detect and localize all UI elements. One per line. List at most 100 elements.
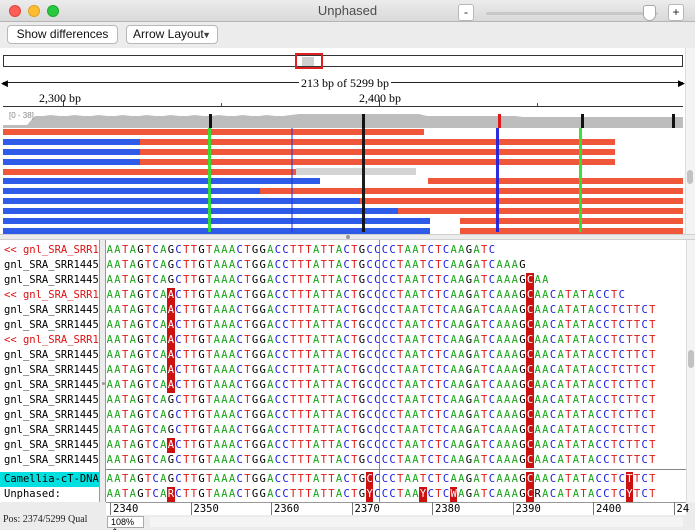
sequence-name[interactable]: gnl_SRA_SRR1445 <box>4 409 99 421</box>
consensus-sequence-row[interactable]: AATAGTCARCTTGTAAACTGGACCTTTATTACTGYCCCTA… <box>106 487 656 502</box>
overview-bar[interactable] <box>3 55 683 67</box>
base-cell: C <box>381 364 389 376</box>
base-cell: C <box>343 259 350 271</box>
show-differences-button[interactable]: Show differences <box>7 25 118 44</box>
layout-select[interactable]: Arrow Layout ▼ <box>126 25 218 44</box>
base-cell: T <box>351 439 358 451</box>
sequence-name[interactable]: gnl_SRA_SRR1445 <box>4 439 99 451</box>
zoom-value: 108% <box>111 517 135 527</box>
base-cell: G <box>465 319 473 331</box>
sequence-name[interactable]: gnl_SRA_SRR1445 <box>4 319 99 331</box>
minimize-window-button[interactable] <box>28 5 40 17</box>
sequence-row[interactable]: AATAGTCAGCTTGTAAACTGGACCTTTATTACTGCCCCTA… <box>106 408 656 423</box>
base-cell: C <box>549 454 557 466</box>
sequence-name[interactable]: gnl_SRA_SRR1445 <box>4 364 99 376</box>
zoom-select[interactable]: 108% ⇕ <box>107 516 144 530</box>
sequence-row[interactable]: AATAGTCAACTTGTAAACTGGACCTTTATTACTGCCCCTA… <box>106 438 656 453</box>
sequence-row[interactable]: AATAGTCAACTTGTAAACTGGACCTTTATTACTGCCCCTA… <box>106 318 656 333</box>
zoom-in-button[interactable]: + <box>668 4 684 21</box>
read-bar <box>3 149 140 155</box>
sequence-row[interactable]: AATAGTCAACTTGTAAACTGGACCTTTATTACTGCCCCTA… <box>106 303 656 318</box>
base-cell: A <box>557 379 564 391</box>
base-cell: G <box>259 319 266 331</box>
reference-sequence-row[interactable]: AATAGTCAGCTTGTAAACTGGACCTTTATTACTGCCCCTA… <box>106 472 656 487</box>
sequence-row[interactable]: AATAGTCAGCTTGTAAACTGGACCTTTATTACTGCCCCTA… <box>106 273 549 288</box>
alignment-scrollbar-thumb[interactable] <box>688 350 694 368</box>
base-cell: A <box>213 454 220 466</box>
base-cell: A <box>221 439 228 451</box>
sequence-row[interactable]: AATAGTCAACTTGTAAACTGGACCTTTATTACTGCCCCTA… <box>106 378 656 393</box>
base-cell: C <box>236 244 243 256</box>
sequence-names-panel[interactable]: << gnl_SRA_SRR1 gnl_SRA_SRR1445 gnl_SRA_SR… <box>0 240 100 502</box>
sequence-name[interactable]: gnl_SRA_SRR1445 <box>4 304 99 316</box>
upper-scrollbar-thumb[interactable] <box>687 170 693 184</box>
base-cell: A <box>412 289 419 301</box>
base-cell: T <box>183 304 190 316</box>
sequence-name[interactable]: << gnl_SRA_SRR1 <box>4 334 99 346</box>
base-cell: T <box>244 439 251 451</box>
zoom-slider[interactable] <box>486 12 658 15</box>
base-cell: T <box>305 319 312 331</box>
sequence-name[interactable]: gnl_SRA_SRR1445 <box>4 349 99 361</box>
base-cell: G <box>465 334 473 346</box>
upper-scrollbar[interactable] <box>685 48 695 234</box>
sequence-name[interactable]: << gnl_SRA_SRR1 <box>4 289 99 301</box>
sequence-row[interactable]: AATAGTCAACTTGTAAACTGGACCTTTATTACTGCCCCTA… <box>106 333 656 348</box>
zoom-out-button[interactable]: - <box>458 4 474 21</box>
base-cell: A <box>114 349 121 361</box>
base-cell: A <box>496 488 503 500</box>
sequence-alignment-panel[interactable]: AATAGTCAGCTTGTAAACTGGACCTTTATTACTGCCCCTA… <box>106 240 686 502</box>
sequence-name[interactable]: Unphased: <box>4 488 61 500</box>
base-cell: G <box>358 439 366 451</box>
base-cell: C <box>442 473 450 485</box>
sequence-row[interactable]: AATAGTCAACTTGTAAACTGGACCTTTATTACTGCCCCTA… <box>106 363 656 378</box>
base-cell: T <box>397 439 404 451</box>
base-cell: A <box>458 259 465 271</box>
sequence-name[interactable]: << gnl_SRA_SRR1 <box>4 244 99 256</box>
sequence-name[interactable]: Camellia-cT-DNA <box>0 472 100 487</box>
sequence-name[interactable]: gnl_SRA_SRR1445 <box>4 394 99 406</box>
sequence-row[interactable]: AATAGTCAGCTTGTAAACTGGACCTTTATTACTGCCCCTA… <box>106 423 656 438</box>
sequence-row[interactable]: AATAGTCAGCTTGTAAACTGGACCTTTATTACTGCCCCTA… <box>106 258 526 273</box>
sequence-row[interactable]: AATAGTCAGCTTGTAAACTGGACCTTTATTACTGCCCCTA… <box>106 453 656 468</box>
base-cell: C <box>427 439 434 451</box>
base-cell: A <box>511 454 518 466</box>
names-divider[interactable] <box>100 240 106 502</box>
sequence-row[interactable]: AATAGTCAACTTGTAAACTGGACCTTTATTACTGCCCCTA… <box>106 348 656 363</box>
base-cell: A <box>557 349 564 361</box>
overview-selection[interactable] <box>295 53 323 69</box>
ruler-tick-label: 2,300 bp <box>39 91 81 105</box>
base-cell: C <box>236 289 243 301</box>
sequence-name[interactable]: gnl_SRA_SRR1445 <box>4 454 99 466</box>
zoom-window-button[interactable] <box>47 5 59 17</box>
base-cell: T <box>580 473 587 485</box>
base-cell: A <box>534 349 541 361</box>
sequence-name[interactable]: gnl_SRA_SRR1445 <box>4 379 99 391</box>
base-cell: C <box>427 349 434 361</box>
sequence-name[interactable]: gnl_SRA_SRR1445 <box>4 274 99 286</box>
base-cell: A <box>335 394 343 406</box>
base-cell: C <box>366 304 373 316</box>
base-cell: G <box>251 488 259 500</box>
close-window-button[interactable] <box>9 5 21 17</box>
sequence-row[interactable]: AATAGTCAACTTGTAAACTGGACCTTTATTACTGCCCCTA… <box>106 288 626 303</box>
sequence-name[interactable]: gnl_SRA_SRR1445 <box>4 424 99 436</box>
base-cell: T <box>565 319 572 331</box>
base-cell: G <box>358 364 366 376</box>
base-cell: T <box>580 488 587 500</box>
base-cell: G <box>198 379 205 391</box>
sequence-row[interactable]: AATAGTCAGCTTGTAAACTGGACCTTTATTACTGCCCCTA… <box>106 243 496 258</box>
alignment-scrollbar[interactable] <box>686 240 695 502</box>
sequence-row[interactable]: AATAGTCAGCTTGTAAACTGGACCTTTATTACTGCCCCTA… <box>106 393 656 408</box>
base-cell: C <box>175 454 182 466</box>
sequence-name[interactable]: gnl_SRA_SRR1445 <box>4 259 99 271</box>
reads-track[interactable] <box>0 128 685 234</box>
overview-panel[interactable]: ◀ ▶ 213 bp of 5299 bp 2,300 bp 2,400 bp … <box>0 48 685 234</box>
alignment-hscrollbar[interactable] <box>150 517 683 527</box>
base-cell: G <box>519 424 526 436</box>
zoom-slider-knob[interactable] <box>643 5 657 21</box>
base-cell: G <box>358 244 366 256</box>
base-cell: T <box>435 364 442 376</box>
base-cell: T <box>481 454 488 466</box>
base-cell: T <box>183 439 190 451</box>
